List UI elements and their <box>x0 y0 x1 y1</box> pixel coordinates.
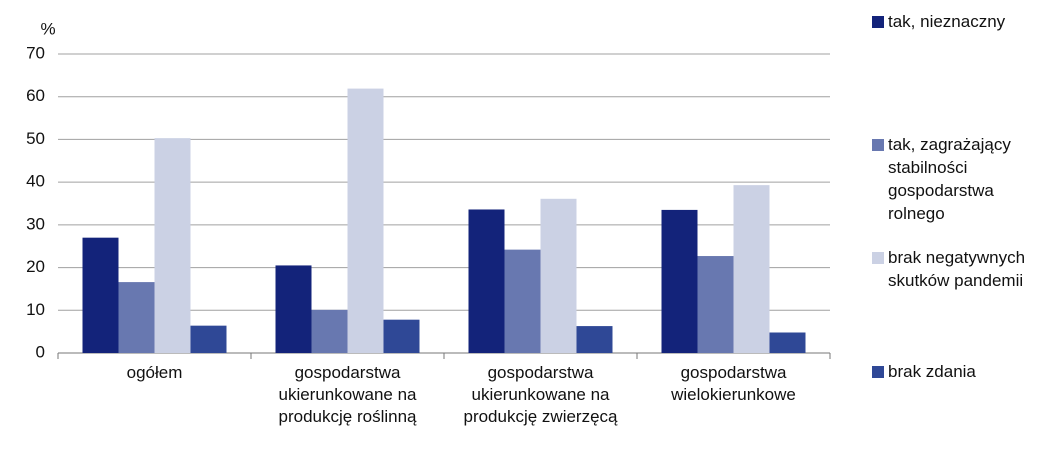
legend-label: tak, nieznaczny <box>888 12 1006 31</box>
legend-label: brak negatywnych skutków pandemii <box>888 248 1026 290</box>
x-tick-label: gospodarstwa ukierunkowane na produkcję … <box>463 363 618 426</box>
x-tick-label: gospodarstwa wielokierunkowe <box>671 363 796 404</box>
legend-swatch <box>872 16 884 28</box>
y-tick-label: 30 <box>26 214 45 233</box>
legend-label: tak, zagrażający stabilności gospodarstw… <box>888 135 1011 223</box>
y-tick-label: 50 <box>26 129 45 148</box>
bar <box>82 237 119 353</box>
bar <box>540 198 577 353</box>
bar <box>697 256 734 353</box>
bar <box>275 265 312 353</box>
y-tick-label: 60 <box>26 86 45 105</box>
y-axis-label: % <box>40 19 55 38</box>
bar <box>347 88 384 353</box>
x-tick-label: gospodarstwa ukierunkowane na produkcję … <box>278 363 417 426</box>
bar <box>504 249 541 353</box>
y-tick-label: 20 <box>26 257 45 276</box>
legend-swatch <box>872 252 884 264</box>
bar <box>118 282 155 353</box>
bar <box>769 332 806 353</box>
bar <box>311 309 348 353</box>
bar <box>661 209 698 353</box>
y-tick-label: 70 <box>26 43 45 62</box>
bar <box>154 138 191 353</box>
x-tick-label: ogółem <box>126 363 183 382</box>
bar <box>383 319 420 353</box>
bar <box>576 326 613 353</box>
y-tick-label: 40 <box>26 172 45 191</box>
y-tick-label: 10 <box>26 300 45 319</box>
bar <box>468 209 505 353</box>
bar <box>190 325 227 353</box>
legend-label: brak zdania <box>888 362 976 381</box>
legend-swatch <box>872 366 884 378</box>
y-tick-label: 0 <box>36 342 45 361</box>
legend-swatch <box>872 139 884 151</box>
bar <box>733 185 770 353</box>
